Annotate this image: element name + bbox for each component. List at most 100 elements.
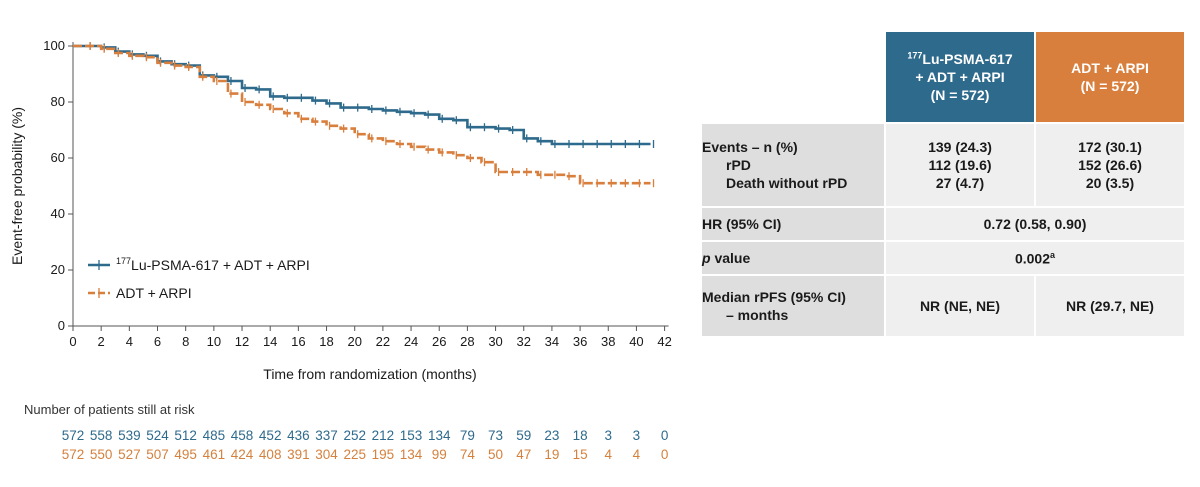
chart-curves: [73, 42, 655, 188]
risk-count: 495: [174, 447, 197, 462]
risk-count: 304: [315, 447, 338, 462]
legend-label-adt: ADT + ARPI: [116, 285, 192, 301]
risk-count: 3: [604, 428, 613, 443]
risk-count: 19: [544, 447, 560, 462]
header-lu: 177Lu-PSMA-617 + ADT + ARPI (N = 572): [884, 30, 1036, 124]
x-tick-label: 20: [347, 334, 361, 349]
x-axis-label: Time from randomization (months): [263, 366, 476, 382]
events-lu-cell: 139 (24.3) 112 (19.6) 27 (4.7): [884, 122, 1036, 208]
x-tick-label: 28: [460, 334, 474, 349]
hr-value: 0.72 (0.58, 0.90): [884, 206, 1186, 242]
y-tick-label: 0: [58, 318, 65, 333]
risk-count: 527: [118, 447, 141, 462]
p-value: 0.002a: [884, 240, 1186, 276]
summary-table: 177Lu-PSMA-617 + ADT + ARPI (N = 572) AD…: [700, 30, 1186, 338]
legend-label-lu: 177Lu-PSMA-617 + ADT + ARPI: [116, 256, 310, 273]
risk-count: 59: [516, 428, 532, 443]
risk-count: 50: [488, 447, 504, 462]
x-tick-label: 0: [69, 334, 76, 349]
hr-label: HR (95% CI): [700, 206, 886, 242]
x-tick-label: 40: [629, 334, 643, 349]
risk-count: 99: [431, 447, 447, 462]
risk-count: 558: [89, 428, 113, 443]
x-tick-label: 6: [154, 334, 161, 349]
risk-count: 47: [516, 447, 532, 462]
risk-count: 153: [399, 428, 423, 443]
risk-count: 424: [230, 447, 254, 462]
risk-count: 0: [660, 428, 669, 443]
x-tick-label: 34: [545, 334, 559, 349]
risk-count: 461: [202, 447, 226, 462]
risk-count: 391: [287, 447, 310, 462]
x-tick-label: 30: [488, 334, 502, 349]
events-adt-cell: 172 (30.1) 152 (26.6) 20 (3.5): [1034, 122, 1186, 208]
risk-count: 212: [371, 428, 395, 443]
x-tick-label: 32: [517, 334, 531, 349]
risk-count: 225: [343, 447, 366, 462]
chart-axes: 0 2 4 6 8 10 12 14 16 18 20 22 24 26 28 30 32 34 36 38 40 420…: [43, 38, 672, 349]
risk-count: 485: [202, 428, 226, 443]
hr-row: HR (95% CI) 0.72 (0.58, 0.90): [700, 206, 1186, 242]
risk-count: 74: [459, 447, 475, 462]
y-tick-label: 80: [51, 94, 65, 109]
median-label: Median rPFS (95% CI) – months: [700, 274, 886, 338]
risk-count: 18: [572, 428, 588, 443]
risk-count: 539: [118, 428, 141, 443]
risk-table-title: Number of patients still at risk: [24, 402, 195, 417]
median-lu: NR (NE, NE): [884, 274, 1036, 338]
p-label: p value: [700, 240, 886, 276]
risk-count: 572: [61, 428, 85, 443]
risk-count: 507: [146, 447, 169, 462]
risk-count: 23: [544, 428, 560, 443]
risk-count: 134: [399, 447, 423, 462]
risk-count: 512: [174, 428, 197, 443]
series-line-lu: [73, 44, 651, 146]
km-chart: 0 2 4 6 8 10 12 14 16 18 20 22 24 26 28 30 32 34 36 38 40 420…: [9, 38, 672, 382]
risk-count: 408: [258, 447, 282, 462]
median-row: Median rPFS (95% CI) – months NR (NE, NE…: [700, 274, 1186, 338]
x-tick-label: 38: [601, 334, 615, 349]
header-blank: [700, 30, 886, 124]
header-adt: ADT + ARPI (N = 572): [1034, 30, 1186, 124]
x-tick-label: 8: [182, 334, 189, 349]
risk-count: 458: [230, 428, 254, 443]
x-tick-label: 22: [376, 334, 390, 349]
x-tick-label: 42: [657, 334, 671, 349]
median-adt: NR (29.7, NE): [1034, 274, 1186, 338]
x-tick-label: 36: [573, 334, 587, 349]
risk-count: 252: [343, 428, 366, 443]
x-tick-label: 4: [126, 334, 133, 349]
risk-count: 452: [258, 428, 282, 443]
y-tick-label: 100: [43, 38, 65, 53]
risk-row-lu: 572 558 539 524 512 485 458 452 436 337 252 212 153 1…: [0, 428, 700, 446]
risk-count: 4: [632, 447, 641, 462]
events-row: Events – n (%) rPD Death without rPD 139…: [700, 122, 1186, 208]
risk-count: 436: [287, 428, 310, 443]
risk-count: 73: [488, 428, 504, 443]
chart-legend: 177Lu-PSMA-617 + ADT + ARPI ADT + ARPI: [88, 256, 310, 301]
x-tick-label: 14: [263, 334, 277, 349]
x-tick-label: 18: [319, 334, 333, 349]
x-tick-label: 26: [432, 334, 446, 349]
risk-count: 550: [89, 447, 113, 462]
risk-count: 79: [459, 428, 475, 443]
risk-count: 524: [146, 428, 169, 443]
risk-count: 15: [572, 447, 588, 462]
risk-count: 572: [61, 447, 85, 462]
risk-count: 0: [660, 447, 669, 462]
p-row: p value 0.002a: [700, 240, 1186, 276]
risk-count: 195: [371, 447, 395, 462]
x-tick-label: 10: [207, 334, 221, 349]
y-tick-label: 60: [51, 150, 65, 165]
risk-count: 4: [604, 447, 613, 462]
risk-count: 134: [427, 428, 451, 443]
x-tick-label: 24: [404, 334, 418, 349]
y-tick-label: 20: [51, 262, 65, 277]
risk-count: 337: [315, 428, 338, 443]
x-tick-label: 16: [291, 334, 305, 349]
series-line-adt: [73, 44, 651, 185]
risk-count: 3: [632, 428, 641, 443]
x-tick-label: 12: [235, 334, 249, 349]
events-label-cell: Events – n (%) rPD Death without rPD: [700, 122, 886, 208]
y-axis-label: Event-free probability (%): [9, 107, 25, 265]
